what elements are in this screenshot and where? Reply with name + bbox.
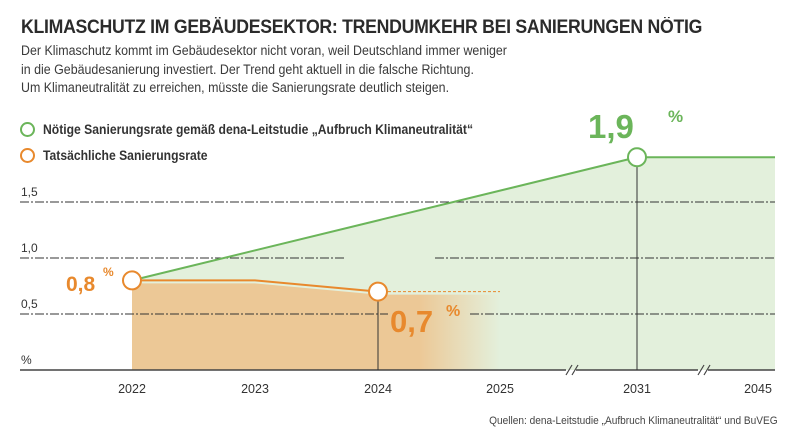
y-tick-label: % [21, 353, 32, 367]
legend-item-actual: Tatsächliche Sanierungsrate [20, 148, 226, 163]
green-circle-icon [20, 122, 35, 137]
axis-break-mark [571, 364, 579, 376]
point-2022 [122, 270, 142, 291]
x-tick-label: 2025 [486, 382, 514, 396]
value-label-2024: 0,7 [390, 304, 433, 339]
subtitle-line-1: Der Klimaschutz kommt im Gebäudesektor n… [21, 43, 507, 58]
page-title: KLIMASCHUTZ IM GEBÄUDESEKTOR: TRENDUMKEH… [21, 17, 703, 38]
point-2031 [627, 147, 647, 168]
subtitle-line-2: in die Gebäudesanierung investiert. Der … [21, 62, 474, 77]
value-label-2022: 0,8 [66, 273, 96, 296]
axis-break-mark [565, 364, 573, 376]
actual-line [132, 279, 379, 293]
value-label-2031: 1,9 [588, 108, 634, 145]
x-tick-label: 2045 [744, 382, 772, 396]
source-note: Quellen: dena-Leitstudie „Aufbruch Klima… [489, 415, 778, 427]
x-tick-label: 2023 [241, 382, 269, 396]
y-tick-label: 1,0 [21, 241, 38, 255]
point-2024 [368, 281, 388, 302]
legend-label-actual: Tatsächliche Sanierungsrate [43, 148, 208, 163]
unit-label-2031: % [668, 107, 683, 126]
unit-label-2024: % [446, 303, 460, 320]
axis-break-mark [703, 364, 711, 376]
x-tick-label: 2024 [364, 382, 392, 396]
unit-label-2022: % [103, 265, 114, 279]
orange-circle-icon [20, 148, 35, 163]
actual-area [132, 283, 500, 370]
y-tick-label: 0,5 [21, 297, 38, 311]
x-tick-label: 2031 [623, 382, 651, 396]
legend-item-needed: Nötige Sanierungsrate gemäß dena-Leitstu… [20, 122, 521, 137]
y-tick-label: 1,5 [21, 185, 38, 199]
legend-label-needed: Nötige Sanierungsrate gemäß dena-Leitstu… [43, 122, 474, 137]
axis-break-mark [697, 364, 705, 376]
x-tick-label: 2022 [118, 382, 146, 396]
subtitle-line-3: Um Klimaneutralität zu erreichen, müsste… [21, 80, 450, 95]
